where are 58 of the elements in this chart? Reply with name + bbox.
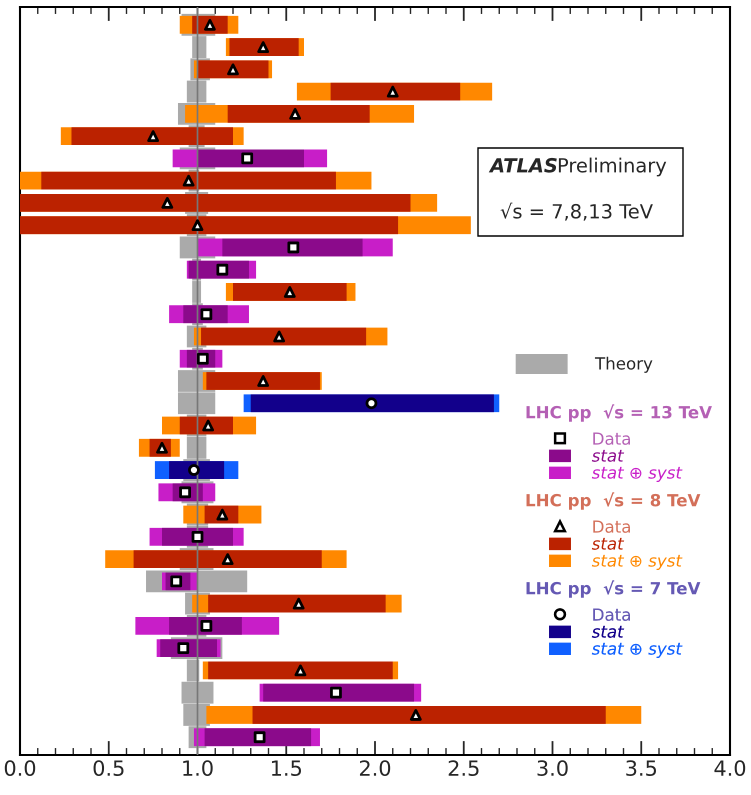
x-tick-label: 1.0 — [183, 760, 213, 776]
point — [200, 620, 212, 632]
point — [257, 41, 270, 53]
legend-label: Theory — [594, 356, 652, 373]
bar — [330, 82, 460, 100]
legend-label: Data — [593, 520, 630, 533]
point — [289, 108, 302, 120]
bar — [20, 216, 398, 234]
point — [177, 642, 190, 654]
annotation: LHC pp √s = 8 TeV — [526, 492, 700, 510]
point — [292, 598, 305, 610]
legend-label: stat ⊕ syst — [592, 642, 682, 658]
legend-label: stat ⊕ syst — [592, 466, 682, 482]
legend-label: stat ⊕ syst — [592, 554, 682, 570]
bar — [134, 550, 322, 568]
bar — [41, 172, 336, 190]
point — [241, 152, 254, 164]
x-tick-label: 0.0 — [4, 760, 36, 776]
annotation: LHC pp √s = 7 TeV — [526, 580, 700, 598]
legend-label: stat — [592, 538, 624, 550]
bar — [208, 594, 386, 613]
point — [257, 375, 270, 387]
x-tick-label: 0.5 — [94, 760, 124, 776]
bar — [198, 149, 304, 168]
x-tick-label: 2.5 — [448, 760, 478, 776]
point — [284, 286, 296, 298]
point — [222, 553, 234, 565]
annotation: Preliminary — [558, 158, 666, 176]
annotation: ATLAS — [488, 158, 557, 173]
point — [287, 242, 300, 254]
x-tick-label: 3.0 — [538, 760, 568, 776]
point — [216, 264, 228, 276]
legend-label: Data — [593, 432, 630, 445]
x-tick-label: 2.0 — [360, 760, 390, 776]
x-tick-label: 1.5 — [272, 760, 301, 776]
annotation: LHC pp √s = 13 TeV — [526, 404, 712, 422]
point — [294, 664, 306, 676]
legend-label: stat — [592, 450, 624, 462]
point — [161, 197, 174, 209]
point — [202, 420, 214, 432]
legend-label: stat — [592, 626, 624, 638]
point — [147, 130, 160, 142]
bar — [228, 104, 370, 123]
point — [330, 686, 342, 699]
bar — [204, 728, 312, 746]
x-tick-label: 4.0 — [714, 760, 746, 776]
point — [273, 330, 286, 342]
legend-label: Data — [593, 608, 630, 621]
bar — [252, 706, 606, 724]
x-tick-label: 3.5 — [626, 760, 656, 776]
bar — [222, 238, 363, 256]
point — [182, 174, 195, 187]
point — [386, 86, 399, 98]
point — [366, 397, 378, 410]
point — [227, 63, 239, 76]
point — [254, 731, 266, 744]
point — [410, 709, 422, 721]
annotation: √s = 7,8,13 TeV — [500, 202, 653, 221]
